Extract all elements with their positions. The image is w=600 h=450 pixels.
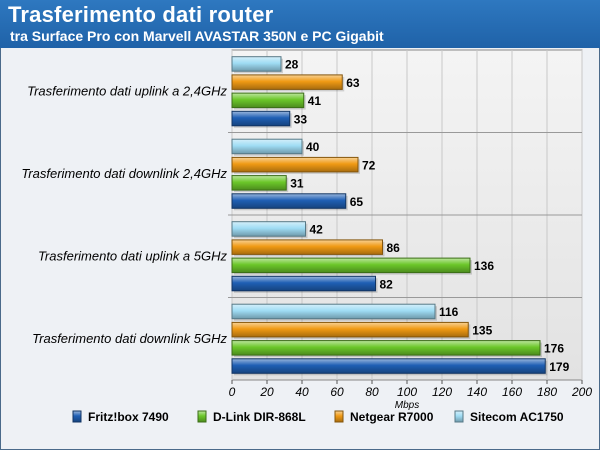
bar-value-label: 72 (362, 158, 376, 172)
bar-value-label: 136 (474, 259, 494, 273)
bar-value-label: 40 (306, 140, 320, 154)
bar-value-label: 31 (290, 177, 304, 191)
chart-subtitle: tra Surface Pro con Marvell AVASTAR 350N… (10, 28, 384, 44)
legend-swatch (197, 410, 207, 423)
bar (231, 193, 347, 209)
x-tick-label: 100 (397, 385, 417, 399)
x-tick-label: 80 (365, 385, 379, 399)
bar-value-label: 116 (439, 305, 459, 319)
bar-value-label: 41 (308, 94, 322, 108)
legend-label: D-Link DIR-868L (213, 410, 306, 424)
bar-value-label: 28 (285, 58, 299, 72)
legend-label: Fritz!box 7490 (88, 410, 169, 424)
x-tick-label: 0 (229, 385, 236, 399)
bar-value-label: 33 (294, 112, 308, 126)
bar (231, 340, 541, 356)
bar (231, 257, 471, 274)
bar-value-label: 179 (549, 360, 569, 374)
bar-value-label: 86 (387, 241, 401, 255)
x-tick-label: 140 (467, 385, 487, 399)
legend-label: Sitecom AC1750 (470, 410, 564, 424)
category-label: Trasferimento dati uplink a 2,4GHz (27, 83, 227, 98)
legend: Fritz!box 7490 D-Link DIR-868L Netgear R70… (72, 410, 564, 424)
legend-swatch (454, 410, 464, 423)
bar (231, 138, 303, 155)
legend-swatch (334, 410, 344, 423)
category-label: Trasferimento dati downlink 5GHz (32, 331, 227, 346)
x-tick-label: 20 (259, 385, 274, 399)
bar (231, 358, 546, 374)
bar-value-label: 65 (350, 195, 364, 209)
bar (231, 239, 383, 255)
bar (231, 156, 359, 173)
bar-value-label: 176 (544, 342, 564, 356)
category-labels: Trasferimento dati uplink a 2,4GHz Trasfe… (21, 83, 227, 346)
legend-label: Netgear R7000 (350, 410, 434, 424)
x-tick-label: 40 (295, 385, 309, 399)
x-axis-title: Mbps (395, 400, 419, 411)
bar (231, 175, 287, 191)
x-tick-label: 120 (432, 385, 452, 399)
bar (231, 110, 291, 127)
x-tick-label: 60 (330, 385, 344, 399)
bar-value-label: 135 (472, 323, 492, 337)
category-label: Trasferimento dati uplink a 5GHz (38, 248, 228, 263)
x-axis: Mbps 0 20 40 60 80 100 120 140 160 180 200 (229, 380, 592, 411)
bar-value-label: 42 (310, 223, 324, 237)
bar (231, 221, 306, 237)
bar-value-label: 82 (380, 277, 394, 291)
chart-title: Trasferimento dati router (8, 2, 274, 27)
bar (231, 275, 376, 292)
x-tick-label: 180 (537, 385, 557, 399)
legend-swatch (72, 410, 82, 423)
bar (231, 303, 436, 320)
category-label: Trasferimento dati downlink 2,4GHz (21, 166, 227, 181)
bar (231, 92, 305, 109)
chart-header: Trasferimento dati router tra Surface Pr… (0, 0, 600, 48)
bar (231, 56, 282, 72)
bar-value-label: 63 (346, 76, 360, 90)
bar (231, 74, 343, 90)
x-tick-label: 160 (502, 385, 522, 399)
x-tick-label: 200 (571, 385, 592, 399)
bar (231, 321, 469, 338)
